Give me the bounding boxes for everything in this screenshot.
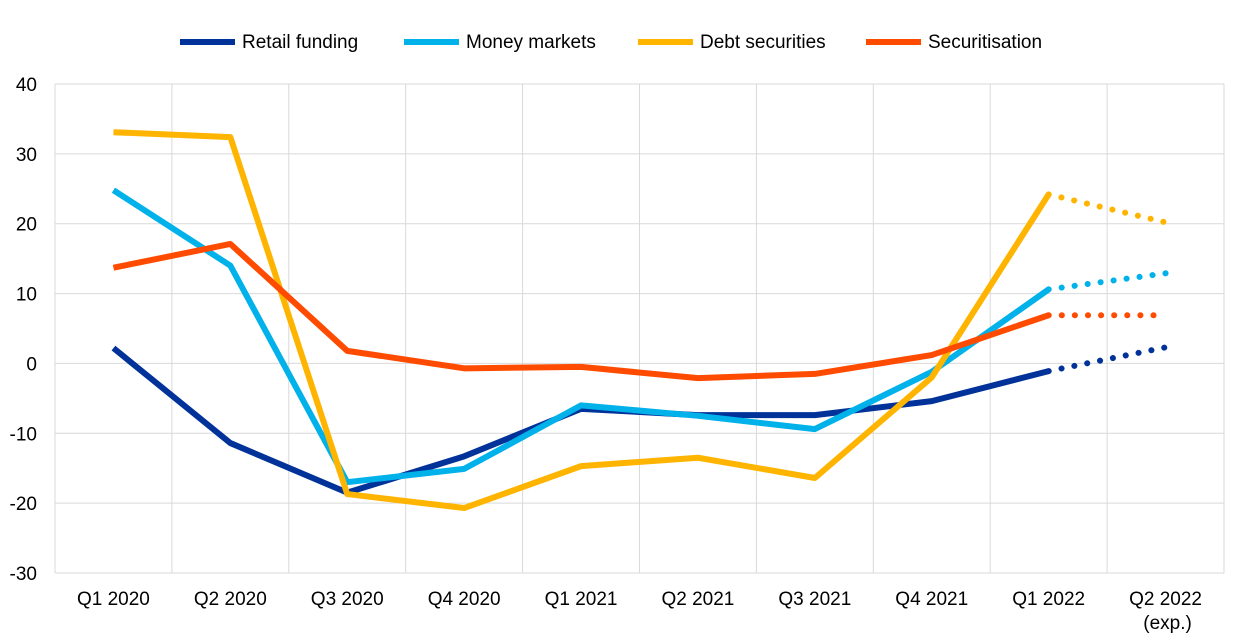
y-tick-label: 0 — [26, 354, 37, 375]
y-tick-label: -10 — [10, 424, 37, 445]
series-line-debt-securities — [113, 129, 1052, 512]
legend-label: Retail funding — [242, 32, 358, 53]
y-tick-label: -20 — [10, 494, 37, 515]
legend-label: Securitisation — [928, 32, 1042, 53]
series-line-retail-funding — [111, 345, 1050, 496]
x-tick-label: Q3 2021 — [778, 589, 851, 610]
x-tick-label: Q4 2021 — [895, 589, 968, 610]
y-tick-label: -30 — [10, 564, 37, 585]
x-tick-label: Q1 2022 — [1012, 589, 1085, 610]
x-tick-label: Q2 2022 — [1129, 589, 1202, 610]
x-tick-sublabel: (exp.) — [1143, 613, 1192, 634]
y-tick-label: 20 — [16, 215, 37, 236]
y-tick-label: 10 — [16, 285, 37, 306]
legend-label: Money markets — [466, 32, 596, 53]
legend-label: Debt securities — [700, 32, 826, 53]
x-tick-label: Q1 2021 — [545, 589, 618, 610]
x-tick-label: Q4 2020 — [428, 589, 501, 610]
x-tick-label: Q2 2020 — [194, 589, 267, 610]
y-tick-label: 30 — [16, 145, 37, 166]
x-tick-label: Q1 2020 — [77, 589, 150, 610]
series-line-money-markets — [111, 187, 1051, 486]
x-tick-label: Q3 2020 — [311, 589, 384, 610]
series-line-securitisation — [112, 240, 1050, 382]
y-tick-label: 40 — [16, 75, 37, 96]
x-tick-label: Q2 2021 — [661, 589, 734, 610]
